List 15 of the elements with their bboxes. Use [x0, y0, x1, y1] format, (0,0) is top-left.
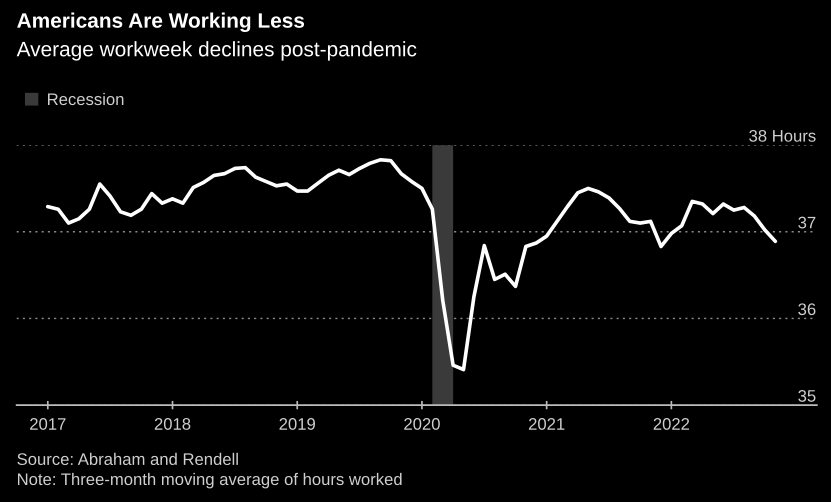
x-tick-label: 2017 [30, 418, 66, 430]
x-tick-label: 2022 [654, 418, 690, 430]
x-tick-label: 2019 [280, 418, 315, 430]
y-tick-label: 36 [798, 303, 816, 316]
x-tick-label: 2021 [528, 418, 564, 430]
text: Note: Three-month moving average of hours worked [18, 472, 402, 488]
y-tick-label: 37 [798, 216, 816, 228]
y-tick-label: 38 Hours [749, 130, 816, 142]
source-note: Source: Abraham and Rendell [17, 452, 238, 466]
chart-subtitle: Average workweek declines post-pandemic [16, 41, 416, 61]
y-tick-label: 35 [798, 390, 816, 402]
x-tick-label: 2020 [404, 418, 440, 430]
legend-label: Recession [48, 92, 124, 106]
chart-title: Americans Are Working Less [17, 12, 304, 32]
x-tick-label: 2018 [154, 418, 190, 430]
